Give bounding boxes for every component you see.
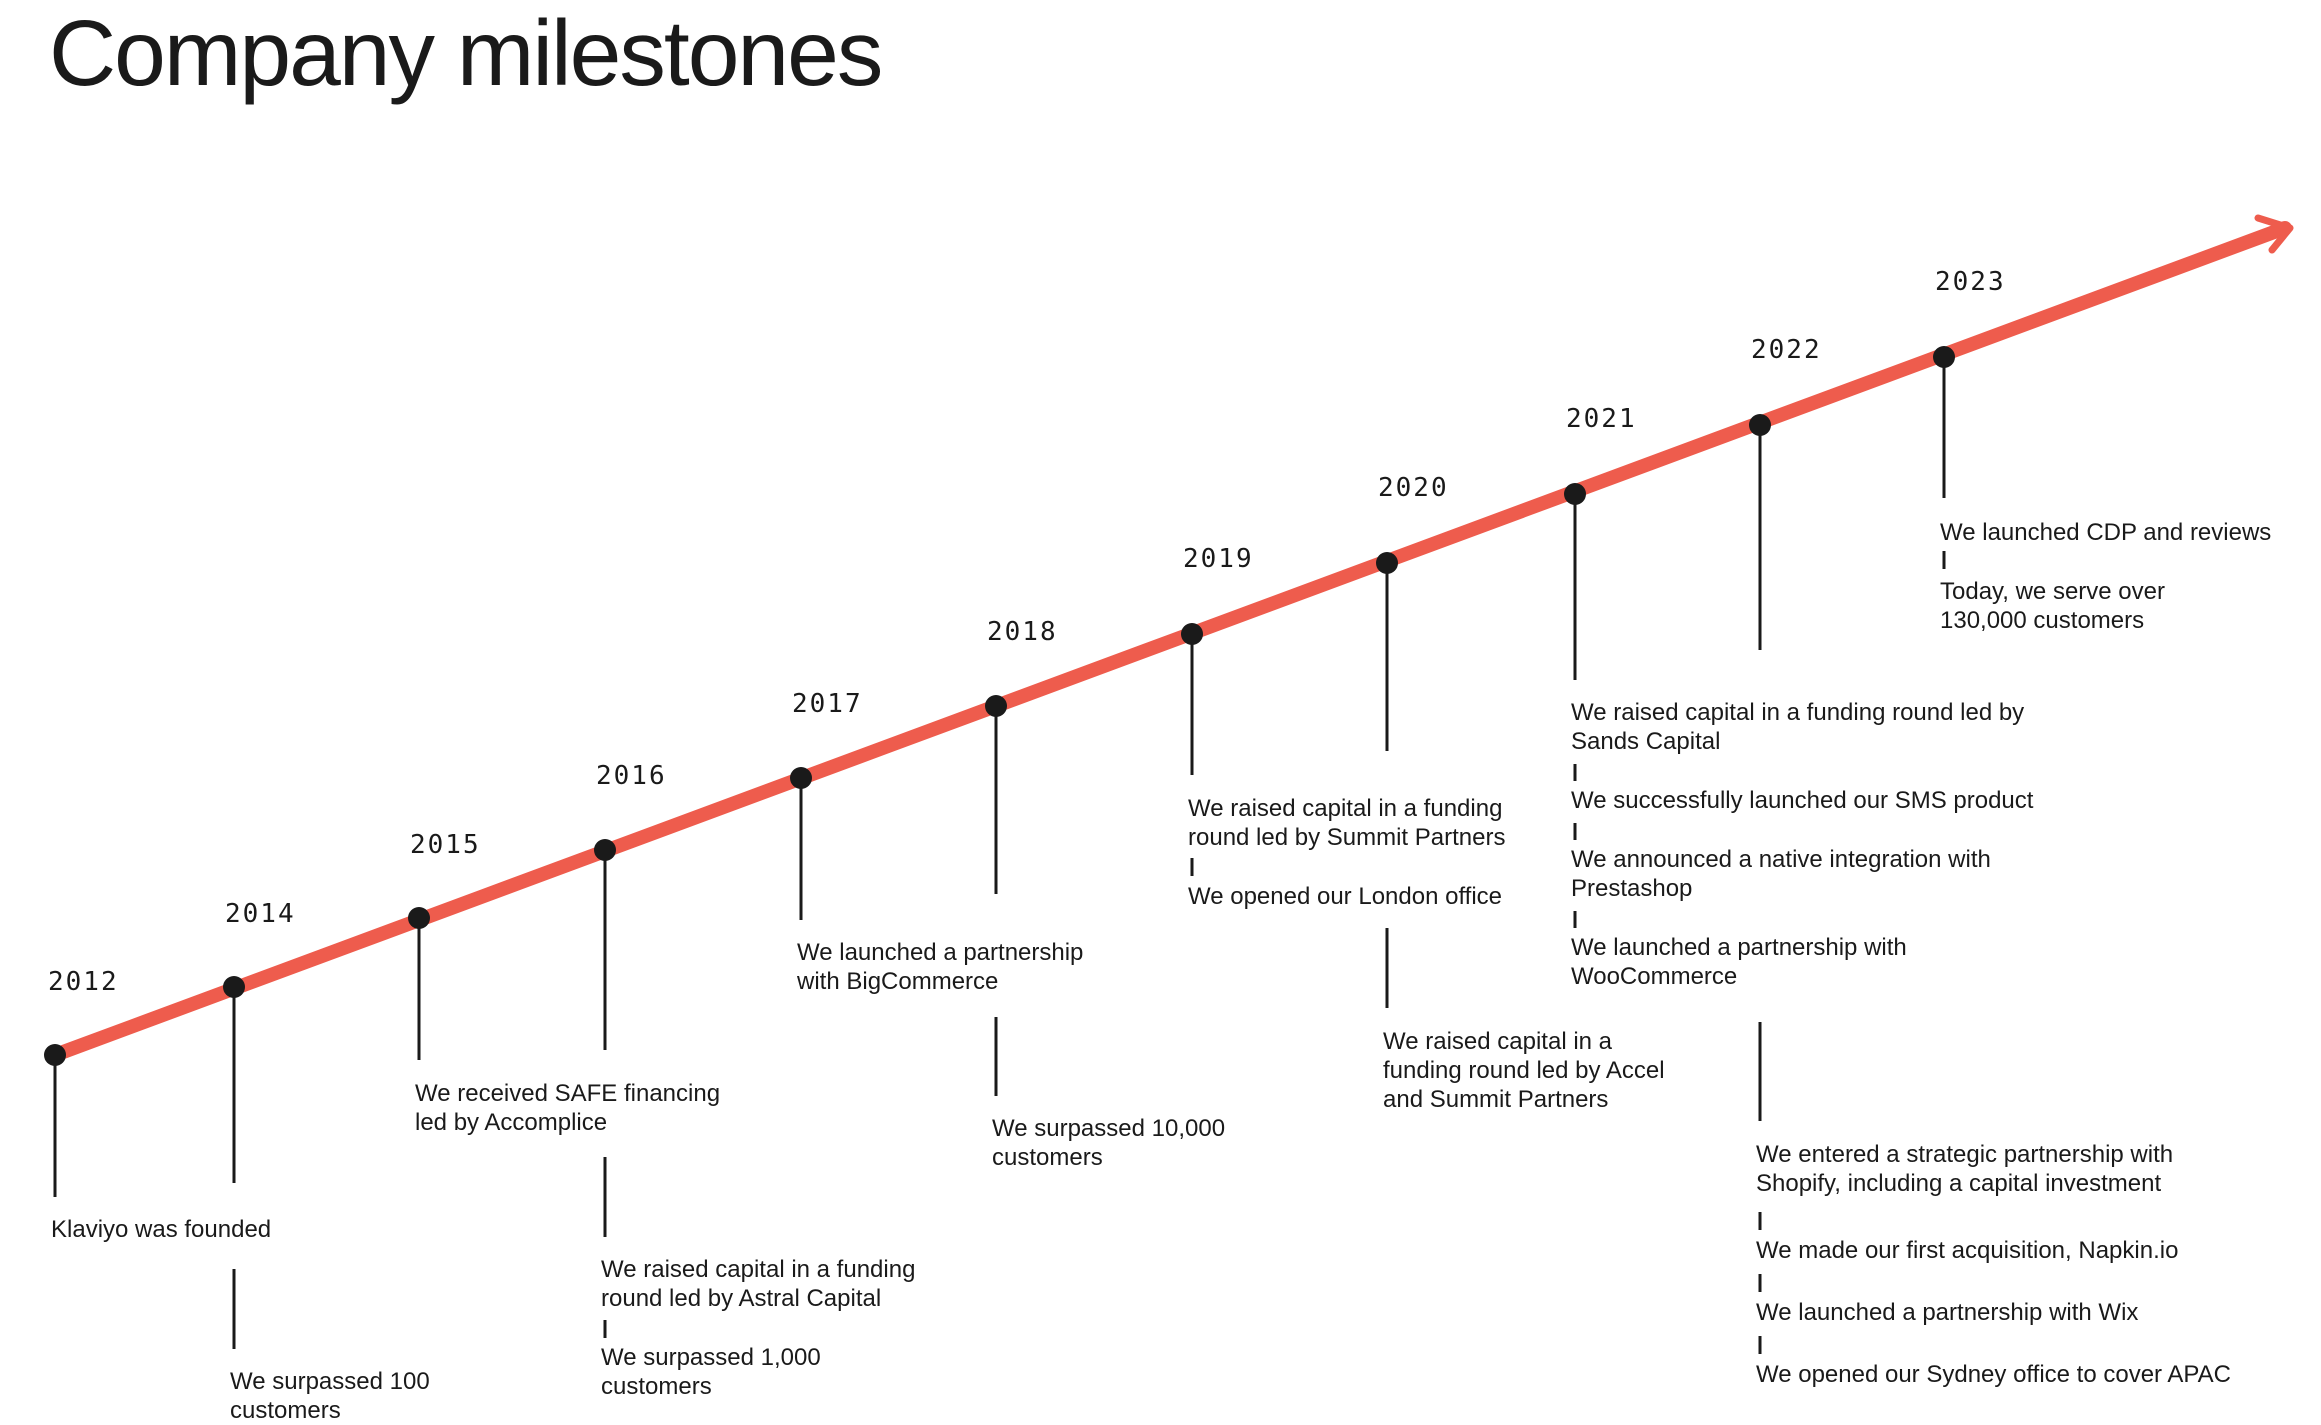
milestone-text: We announced a native integration with Pr… (1571, 846, 1991, 902)
milestone-dot (1181, 623, 1203, 645)
milestone-text: We launched a partnership with WooCommerc… (1571, 934, 1907, 990)
milestone-dot (1376, 552, 1398, 574)
milestone-text: We raised capital in a funding round led… (1571, 699, 2025, 755)
page-title: Company milestones (49, 1, 883, 105)
milestone-text: Today, we serve over 130,000 customers (1940, 578, 2165, 634)
arrowhead-icon (2254, 214, 2294, 254)
milestone-text: We opened our London office (1188, 883, 1503, 910)
milestone-text: We raised capital in a funding round led … (1188, 795, 1506, 851)
milestone-dot (594, 839, 616, 861)
milestone-dot (1749, 414, 1771, 436)
milestone-text: We raised capital in a funding round led … (1383, 1028, 1665, 1113)
milestone-text: We launched a partnership with BigCommerc… (797, 939, 1084, 995)
milestone-dot (44, 1044, 66, 1066)
milestone-text: Klaviyo was founded (51, 1216, 272, 1243)
milestone-text: We received SAFE financing led by Accompl… (415, 1080, 721, 1136)
milestone-text: We launched a partnership with Wix (1756, 1299, 2139, 1326)
year-label: 2018 (987, 617, 1058, 647)
milestone-text: We entered a strategic partnership with S… (1756, 1141, 2174, 1197)
milestone-text: We surpassed 1,000 customers (601, 1344, 821, 1400)
milestone-text: We surpassed 100 customers (230, 1368, 430, 1424)
milestone-text: We launched CDP and reviews (1940, 519, 2272, 546)
year-label: 2017 (792, 689, 863, 719)
connectors (53, 357, 1946, 1354)
year-label: 2022 (1751, 335, 1822, 365)
milestone-dot (1933, 346, 1955, 368)
milestone-text: We successfully launched our SMS product (1571, 787, 2034, 814)
year-label: 2021 (1566, 404, 1637, 434)
milestone-dot (790, 767, 812, 789)
milestone-text: We made our first acquisition, Napkin.io (1756, 1237, 2179, 1264)
milestone-dot (408, 907, 430, 929)
year-label: 2014 (225, 899, 296, 929)
milestone-text: We opened our Sydney office to cover APA… (1756, 1361, 2231, 1388)
year-label: 2012 (48, 967, 119, 997)
milestone-dot (985, 695, 1007, 717)
milestone-text: We raised capital in a funding round led … (601, 1256, 916, 1312)
year-label: 2020 (1378, 473, 1449, 503)
year-label: 2019 (1183, 544, 1254, 574)
milestone-dot (1564, 483, 1586, 505)
year-label: 2016 (596, 761, 667, 791)
year-label: 2023 (1935, 267, 2006, 297)
year-label: 2015 (410, 830, 481, 860)
milestone-text: We surpassed 10,000 customers (992, 1115, 1226, 1171)
milestone-dot (223, 976, 245, 998)
